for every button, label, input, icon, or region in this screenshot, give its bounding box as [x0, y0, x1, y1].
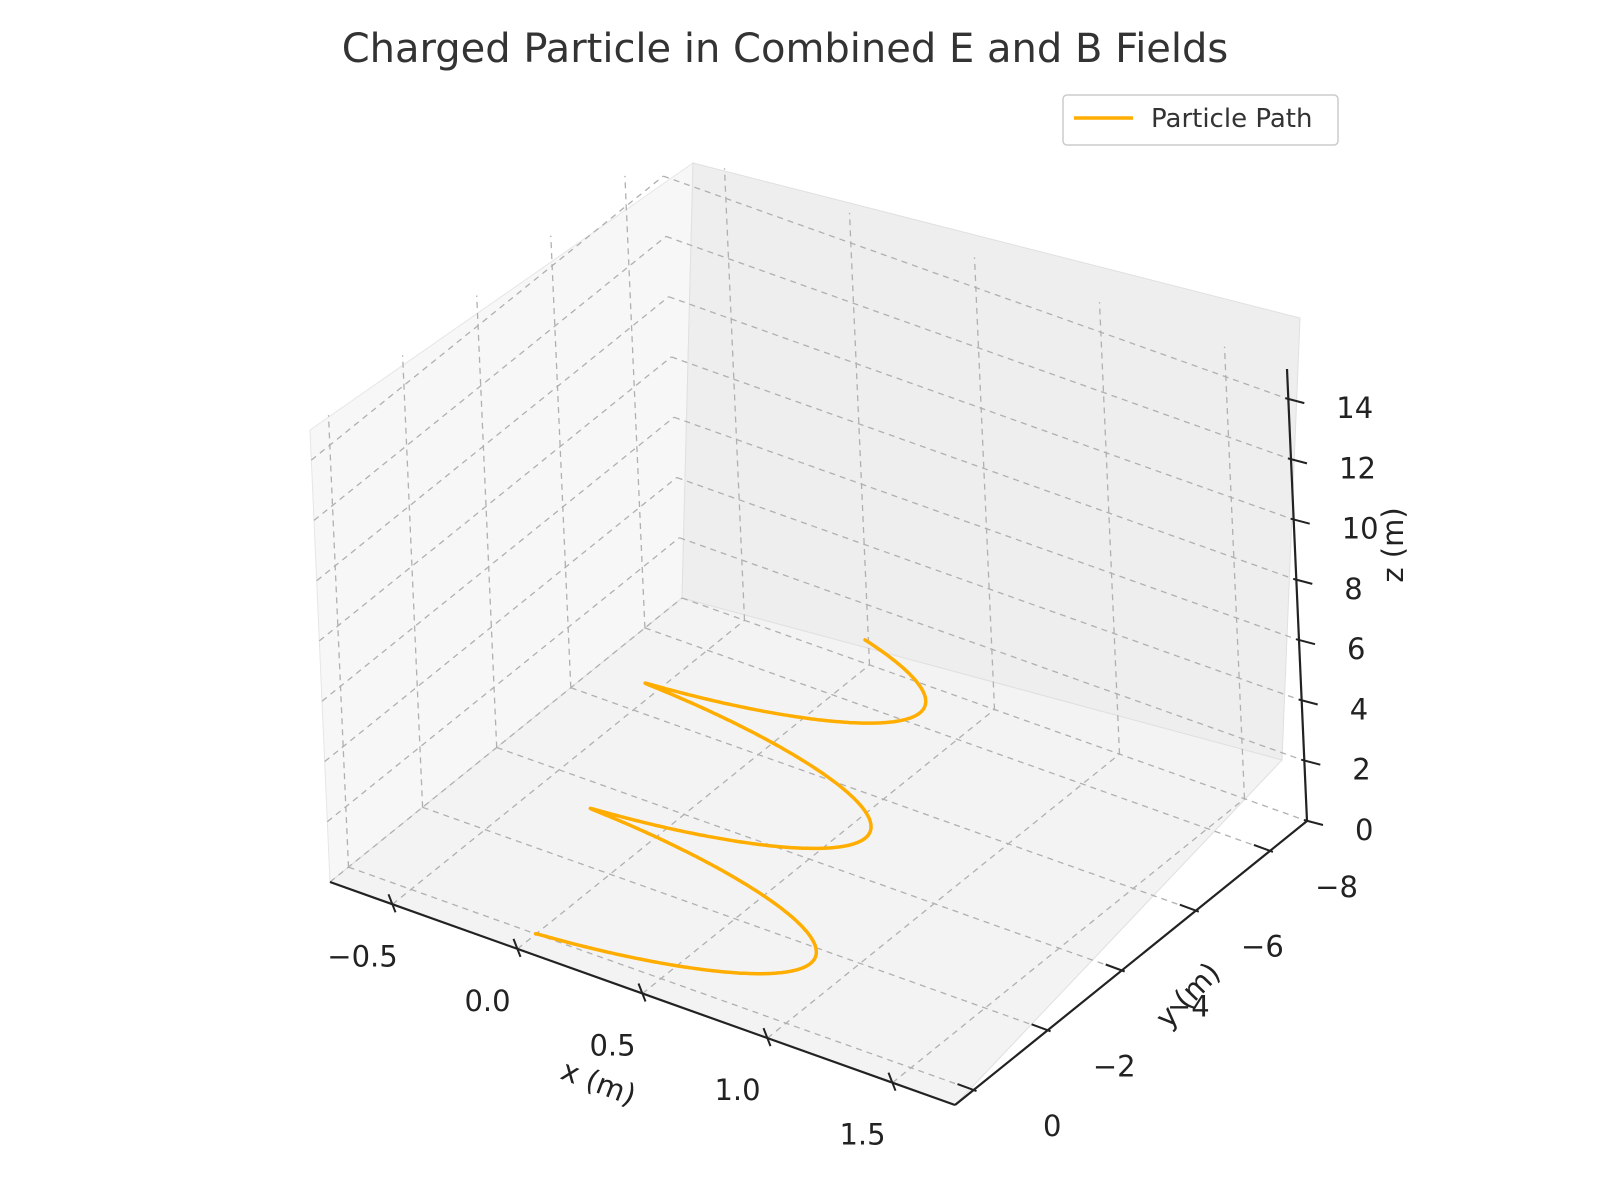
grid-line-y-floor [644, 627, 1271, 852]
x-tick-mark [887, 1072, 897, 1092]
y-tick-mark [1031, 1023, 1051, 1033]
grid-line-z-wall-y [676, 476, 1302, 702]
grid-line-x-wall [973, 257, 996, 710]
grid-line-z-wall-x [318, 356, 672, 642]
legend: Particle Path [1062, 94, 1339, 146]
z-tick-mark [1285, 397, 1305, 405]
grid-line-y-wall [327, 415, 350, 868]
grid-line-z-wall-x [316, 296, 670, 582]
legend-label-particle-path: Particle Path [1151, 104, 1312, 134]
grid-line-z-wall-x [313, 235, 667, 521]
chart-title: Charged Particle in Combined E and B Fie… [342, 26, 1229, 72]
grid-line-z-wall-y [668, 296, 1294, 521]
grid-lines [310, 168, 1308, 1091]
grid-line-y-wall [401, 355, 424, 808]
series-line-particle-path [533, 638, 928, 976]
x-tick-label: −0.5 [327, 939, 397, 973]
grid-line-x-wall [848, 212, 871, 665]
z-tick-mark [1303, 819, 1324, 826]
grid-line-x-floor [892, 798, 1245, 1084]
grid-line-y-floor [348, 866, 974, 1091]
y-tick-mark [1253, 843, 1274, 853]
x-tick-label: 0.5 [589, 1029, 635, 1063]
grid-line-z-wall-x [310, 175, 664, 461]
grid-line-z-wall-x [324, 476, 678, 763]
z-tick-label: 8 [1344, 572, 1362, 606]
z-tick-mark [1298, 698, 1318, 706]
y-tick-label: −2 [1093, 1049, 1136, 1083]
grid-line-z-wall-x [326, 537, 680, 823]
y-tick-label: 0 [1043, 1109, 1061, 1143]
z-tick-mark [1293, 577, 1313, 585]
x-tick-mark [637, 983, 647, 1002]
y-axis-line [954, 820, 1308, 1106]
z-tick-label: 2 [1352, 753, 1370, 787]
x-tick-mark [762, 1027, 772, 1047]
tick-labels: −0.5 0.0 0.5 1.0 1.5 0 −2 −4 −6 −8 0 2 4 6 8 10 12 14 [327, 391, 1378, 1152]
z-tick-label: 6 [1347, 632, 1365, 666]
grid-line-z-wall-x [329, 597, 683, 883]
z-tick-label: 10 [1342, 512, 1379, 546]
grid-line-y-floor [570, 687, 1197, 912]
grid-line-y-wall [624, 175, 646, 628]
grid-line-x-wall [723, 168, 746, 621]
grid-line-z-wall-y [663, 175, 1289, 400]
tick-marks [387, 397, 1324, 1093]
y-tick-label: −8 [1315, 870, 1358, 904]
grid-line-x-floor [642, 708, 995, 995]
grid-line-z-wall-y [681, 597, 1308, 822]
grid-line-x-floor [392, 619, 745, 905]
grid-line-z-wall-y [671, 356, 1297, 581]
grid-line-x-floor [767, 753, 1120, 1039]
x-tick-mark [387, 893, 397, 913]
grid-line-z-wall-y [673, 416, 1300, 641]
x-tick-label: 1.5 [839, 1118, 885, 1152]
z-axis-line [1285, 368, 1309, 822]
grid-line-y-wall [476, 295, 498, 748]
grid-line-y-floor [496, 746, 1122, 972]
z-tick-label: 12 [1339, 451, 1376, 485]
grid-line-y-wall [550, 235, 572, 688]
x-tick-label: 1.0 [714, 1073, 760, 1107]
z-tick-mark [1295, 638, 1316, 646]
grid-line-z-wall-y [679, 537, 1305, 762]
grid-line-z-wall-y [665, 235, 1292, 461]
y-tick-label: −6 [1241, 930, 1284, 964]
x-tick-label: 0.0 [464, 984, 510, 1018]
z-tick-label: 14 [1336, 391, 1373, 425]
y-tick-mark [1105, 963, 1126, 973]
z-tick-mark [1290, 517, 1310, 525]
y-tick-mark [957, 1083, 977, 1093]
grid-line-x-wall [1098, 302, 1121, 755]
legend-box [1062, 94, 1339, 146]
x-tick-mark [512, 938, 522, 958]
z-tick-mark [1287, 457, 1308, 465]
series-layer [533, 638, 928, 976]
z-tick-label: 0 [1355, 813, 1373, 847]
y-tick-label: −4 [1167, 990, 1210, 1024]
grid-line-z-wall-x [321, 416, 675, 702]
grid-line-x-floor [517, 664, 870, 950]
grid-line-y-floor [422, 806, 1048, 1031]
axis-panes [309, 162, 1301, 1106]
grid-line-x-wall [1223, 346, 1246, 799]
z-tick-mark [1301, 758, 1321, 766]
z-tick-label: 4 [1350, 693, 1368, 727]
z-axis-label: z (m) [1376, 507, 1410, 582]
y-tick-mark [1179, 903, 1200, 913]
